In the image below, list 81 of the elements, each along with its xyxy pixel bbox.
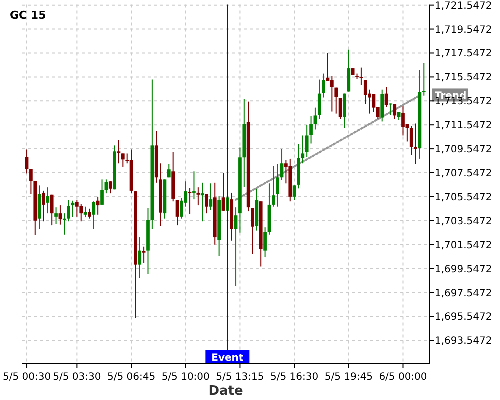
candlestick (393, 104, 397, 120)
candlestick (360, 67, 364, 86)
y-tick-label: 1,705.5472 (435, 192, 492, 204)
candlestick (310, 116, 313, 144)
candlestick (234, 207, 238, 287)
candlestick (108, 181, 112, 194)
candlestick (389, 103, 392, 116)
candlestick (167, 164, 171, 178)
y-tick-label: 1,699.5472 (435, 264, 492, 276)
x-tick-label: 5/5 06:45 (107, 372, 156, 383)
candlestick (42, 190, 46, 222)
candlestick (96, 196, 100, 216)
y-tick-label: 1,711.5472 (435, 120, 492, 132)
candlestick (58, 205, 62, 226)
candlestick (67, 200, 70, 222)
y-tick-label: 1,701.5472 (435, 240, 492, 252)
candlestick (338, 98, 342, 120)
annotation: Event (212, 353, 244, 364)
candlestick (205, 194, 208, 214)
candlestick (117, 140, 121, 164)
candlestick (138, 237, 142, 279)
candlestick (188, 188, 192, 215)
candlestick (264, 227, 267, 258)
y-tick-label: 1,707.5472 (435, 168, 492, 180)
candlestick (318, 79, 322, 120)
y-tick-label: 1,721.5472 (435, 0, 492, 12)
y-tick-label: 1,693.5472 (435, 336, 492, 348)
x-tick-label: 5/5 10:00 (162, 372, 210, 383)
candlestick (30, 168, 33, 195)
candlestick (372, 94, 376, 113)
candlestick (50, 194, 54, 226)
candlestick (121, 153, 125, 168)
candlestick (272, 166, 276, 208)
candlestick (301, 135, 305, 164)
x-tick-label: 5/5 19:45 (324, 372, 373, 383)
candlestick (364, 80, 368, 105)
candlestick (200, 182, 204, 222)
y-tick-label: 1,703.5472 (435, 216, 492, 228)
chart-title: GC 15 (10, 9, 46, 22)
candlestick (330, 76, 334, 112)
candlestick (314, 107, 318, 130)
y-tick-label: 1,713.5472 (435, 96, 492, 108)
y-tick-label: 1,695.5472 (435, 312, 492, 324)
candlestick (322, 73, 326, 98)
candlestick (80, 204, 84, 222)
candlestick (142, 246, 146, 264)
candlestick (222, 172, 226, 212)
x-axis-title: Date (208, 384, 244, 399)
candlestick (276, 164, 280, 208)
candlestick (414, 123, 418, 165)
candlestick (410, 126, 414, 156)
candlestick (46, 187, 50, 214)
candlestick (402, 106, 405, 136)
y-tick-label: 1,717.5472 (435, 48, 492, 60)
candlestick (192, 171, 196, 200)
candlestick (54, 207, 58, 225)
candlestick (196, 187, 200, 206)
candlestick (334, 87, 338, 114)
candlestick (422, 62, 426, 96)
x-tick-label: 5/5 16:30 (270, 372, 319, 383)
x-tick-label: 6/5 00:00 (379, 372, 428, 383)
x-tick-label: 5/5 00:30 (2, 372, 52, 383)
candlestick (380, 89, 384, 122)
candlestick (209, 183, 213, 211)
y-tick-label: 1,709.5472 (435, 144, 492, 156)
candlestick (343, 93, 346, 129)
candlestick (100, 179, 104, 206)
candlestick (347, 49, 351, 92)
candlestick (88, 208, 92, 220)
y-tick-label: 1,719.5472 (435, 24, 492, 36)
candlestick (292, 185, 296, 201)
candlestick (92, 201, 96, 230)
y-tick-label: 1,715.5472 (435, 72, 492, 84)
candlestick (76, 200, 79, 218)
candlestick (251, 208, 254, 255)
candlestick (25, 149, 29, 174)
x-tick-label: 5/5 13:15 (216, 372, 264, 383)
candlestick (280, 148, 284, 181)
candlestick (305, 124, 309, 158)
x-tick-label: 5/5 03:30 (53, 372, 102, 383)
y-tick-label: 1,697.5472 (435, 288, 492, 300)
